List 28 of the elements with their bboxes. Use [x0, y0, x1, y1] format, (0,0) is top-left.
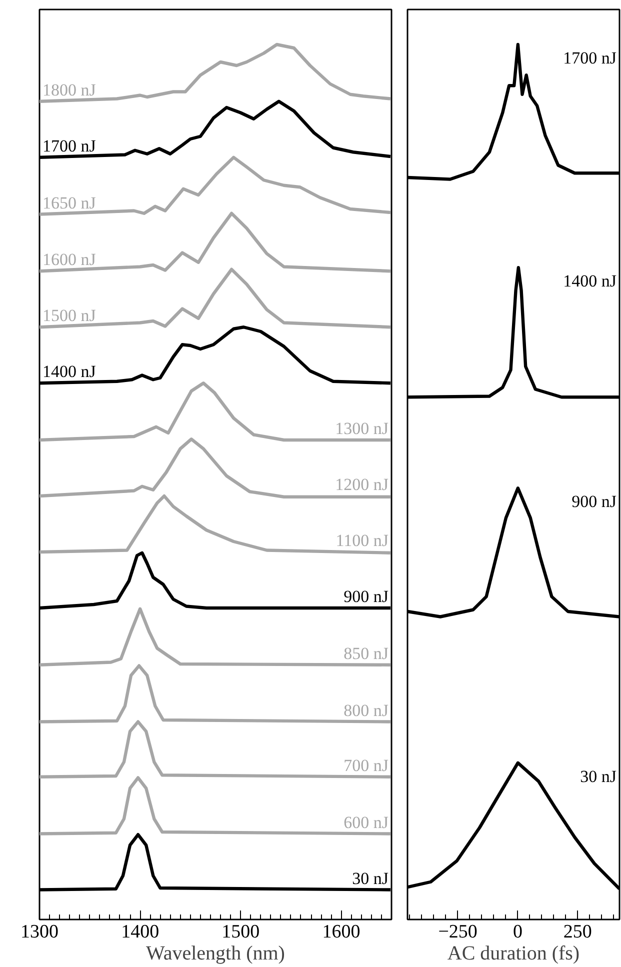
series-label: 1200 nJ	[335, 475, 389, 494]
series-label: 600 nJ	[344, 812, 389, 832]
x-tick-label: 0	[512, 922, 522, 942]
series-label: 1500 nJ	[42, 306, 96, 326]
series-label: 30 nJ	[580, 766, 617, 786]
series-label: 850 nJ	[344, 644, 389, 663]
series-label: 800 nJ	[344, 700, 389, 720]
series-label: 900 nJ	[344, 587, 389, 606]
series-label: 1100 nJ	[336, 531, 389, 550]
series-label: 700 nJ	[344, 756, 389, 775]
x-axis-title: AC duration (fs)	[447, 942, 580, 964]
series-label: 1400 nJ	[42, 362, 96, 382]
series-label: 30 nJ	[352, 868, 389, 888]
x-tick-label: 250	[563, 922, 592, 942]
text: 1400 nJ	[563, 272, 617, 291]
x-axis-title: Wavelength (nm)	[146, 942, 285, 964]
series-label: 1300 nJ	[335, 419, 389, 438]
series-label: 1650 nJ	[42, 193, 96, 212]
x-tick-label: 1600	[322, 922, 360, 942]
x-tick-label: 1500	[222, 922, 260, 942]
series-label: 1700 nJ	[42, 136, 96, 156]
series-label: 1600 nJ	[42, 250, 96, 270]
text: 1700 nJ	[563, 48, 617, 68]
x-tick-label: −250	[438, 922, 478, 942]
x-tick-label: 1400	[121, 922, 160, 942]
series-label: 1800 nJ	[42, 80, 96, 100]
x-tick-label: 1300	[20, 922, 58, 942]
text: 900 nJ	[572, 492, 617, 512]
